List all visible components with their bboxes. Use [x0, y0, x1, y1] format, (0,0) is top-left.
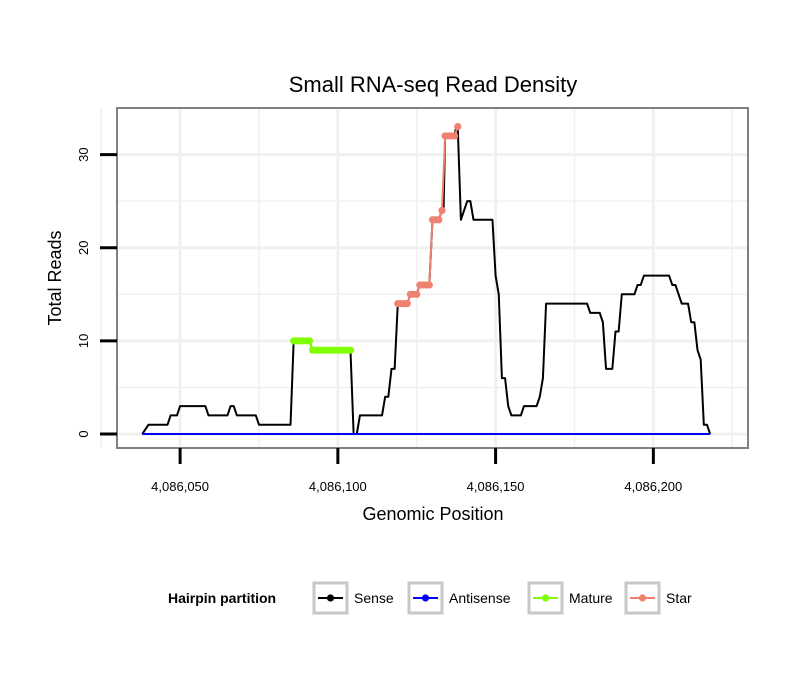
x-tick-label: 4,086,150 — [467, 479, 525, 494]
legend-key-point — [421, 594, 430, 602]
y-tick-label: 30 — [76, 147, 91, 161]
legend-label-sense: Sense — [354, 590, 394, 606]
chart-title: Small RNA-seq Read Density — [289, 72, 578, 97]
plot-frame — [116, 107, 749, 449]
mature-data-point — [346, 346, 355, 354]
legend-label-star: Star — [666, 590, 692, 606]
data-layer — [141, 123, 712, 436]
x-tick-label: 4,086,100 — [309, 479, 367, 494]
star-data-point — [403, 300, 411, 308]
mature-data-point — [305, 337, 314, 345]
x-tick-label: 4,086,200 — [624, 479, 682, 494]
x-axis-title: Genomic Position — [362, 504, 503, 524]
legend-key-point — [638, 594, 647, 602]
star-data-point — [435, 216, 443, 224]
star-data-point — [454, 123, 462, 131]
legend-key-point — [326, 594, 335, 602]
legend-label-antisense: Antisense — [449, 590, 511, 606]
y-tick-label: 10 — [76, 334, 91, 348]
star-data-point — [413, 290, 421, 298]
y-axis-title: Total Reads — [45, 230, 65, 325]
axis-layer: 4,086,050 4,086,100 4,086,150 4,086,200 0 10 2… — [76, 147, 682, 494]
sense-series-line — [141, 125, 712, 436]
legend: Sense Antisense Mature Star — [312, 581, 692, 615]
y-tick-label: 20 — [76, 240, 91, 254]
y-tick-label: 0 — [76, 430, 91, 437]
star-data-point — [450, 132, 459, 140]
legend-title: Hairpin partition — [168, 590, 276, 606]
grid-layer — [100, 107, 748, 448]
star-data-point — [438, 206, 446, 215]
star-data-point — [425, 281, 433, 289]
legend-key-point — [541, 594, 550, 602]
x-tick-label: 4,086,050 — [151, 479, 209, 494]
legend-label-mature: Mature — [569, 590, 613, 606]
